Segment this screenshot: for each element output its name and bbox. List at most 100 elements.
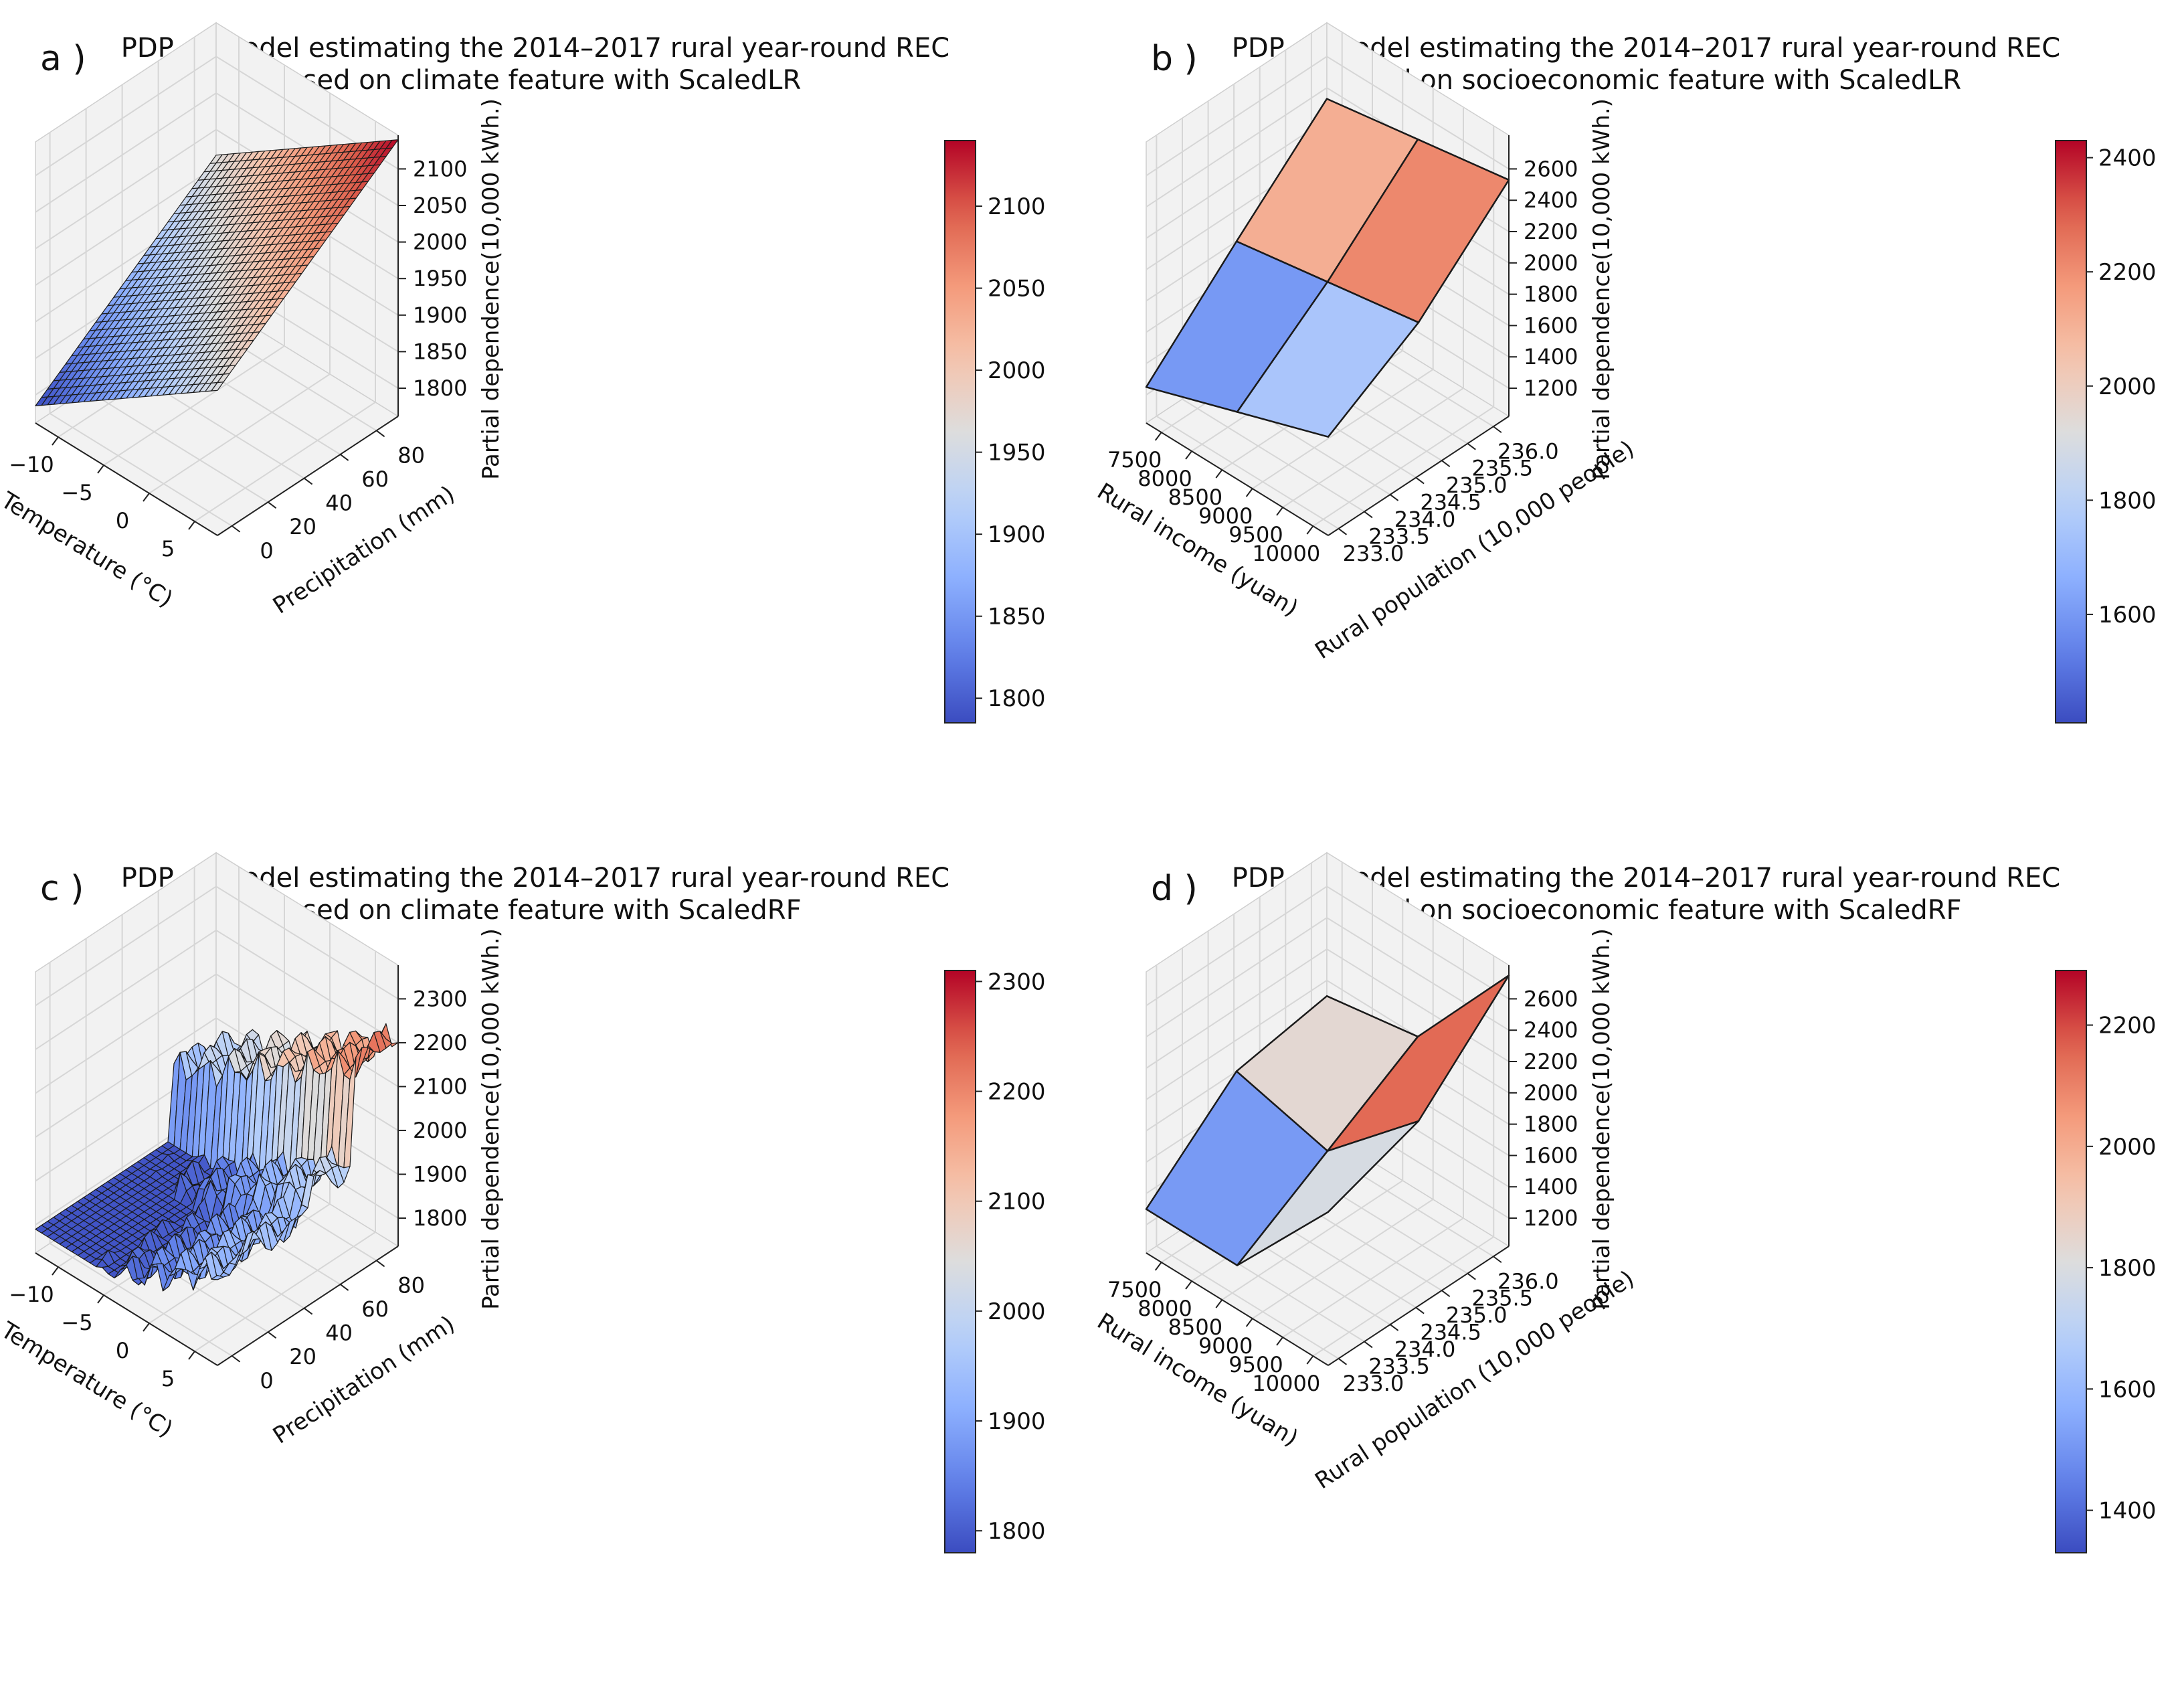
z-tick-label: 1900 bbox=[413, 303, 467, 328]
x-tick-label: 7500 bbox=[1107, 447, 1162, 473]
colorbar bbox=[944, 140, 976, 724]
x-tick-mark bbox=[143, 493, 150, 502]
gridline-z bbox=[1146, 885, 1510, 1007]
y-tick-label: 20 bbox=[289, 1344, 316, 1369]
x-tick-label: 10000 bbox=[1252, 541, 1320, 566]
surface bbox=[1145, 98, 1510, 438]
x-tick-mark bbox=[143, 1323, 150, 1332]
y-tick-label: 235.5 bbox=[1471, 1286, 1533, 1311]
gridline-z bbox=[35, 56, 399, 177]
x-tick-mark bbox=[1154, 1262, 1162, 1271]
x-tick-label: 8500 bbox=[1168, 485, 1222, 510]
z-tick-label: 2000 bbox=[1524, 1080, 1578, 1106]
x-tick-label: 9000 bbox=[1198, 503, 1253, 529]
x-tick-label: −10 bbox=[9, 452, 54, 477]
colorbar-tick-label: 1600 bbox=[2098, 602, 2157, 628]
y-tick-mark bbox=[340, 1284, 349, 1291]
y-tick-mark bbox=[1364, 1341, 1373, 1349]
y-tick-mark bbox=[1493, 426, 1502, 434]
z-tick-label: 1200 bbox=[1524, 375, 1578, 401]
colorbar-tick-label: 2000 bbox=[2098, 373, 2157, 400]
surface-patch bbox=[211, 1274, 224, 1280]
x-tick-label: 10000 bbox=[1252, 1371, 1320, 1396]
x-tick-label: 9500 bbox=[1228, 522, 1283, 547]
chart-panel-1: b ) PDP of model estimating the 2014–2017… bbox=[1093, 21, 2157, 724]
colorbar-tick-label: 1800 bbox=[988, 685, 1046, 712]
colorbar bbox=[2055, 970, 2087, 1553]
surface bbox=[1145, 975, 1510, 1266]
surface bbox=[35, 1023, 399, 1292]
y-tick-mark bbox=[375, 1260, 385, 1268]
gridline-x bbox=[1312, 956, 1495, 1357]
z-tick-label: 1850 bbox=[413, 339, 467, 364]
z-tick-label: 1800 bbox=[1524, 1112, 1578, 1137]
x-axis-line bbox=[35, 1252, 218, 1366]
x-axis-line bbox=[1146, 1252, 1329, 1366]
x-axis-label: Temperature (°C) bbox=[0, 487, 177, 613]
y-tick-mark bbox=[1364, 511, 1373, 519]
z-axis-label: Partial dependence(10,000 kWh.) bbox=[1588, 928, 1615, 1310]
x-tick-mark bbox=[52, 1266, 59, 1276]
y-tick-label: 236.0 bbox=[1497, 1268, 1559, 1294]
y-tick-mark bbox=[1415, 477, 1425, 485]
x-tick-label: −5 bbox=[61, 1310, 92, 1335]
x-tick-mark bbox=[1215, 469, 1223, 479]
colorbar-tick-label: 1900 bbox=[988, 1408, 1046, 1435]
surface-patch bbox=[1236, 1120, 1420, 1266]
colorbar-tick-label: 2000 bbox=[988, 357, 1046, 384]
y-tick-label: 235.0 bbox=[1446, 1302, 1508, 1328]
y-tick-label: 236.0 bbox=[1497, 438, 1559, 464]
y-tick-label: 233.5 bbox=[1368, 1353, 1430, 1379]
y-tick-label: 235.5 bbox=[1471, 456, 1533, 481]
gridline-x bbox=[1221, 900, 1404, 1300]
y-tick-label: 0 bbox=[260, 538, 273, 564]
surface-patch bbox=[211, 382, 224, 392]
z-tick-label: 2600 bbox=[1524, 156, 1578, 181]
z-tick-label: 1950 bbox=[413, 266, 467, 291]
y-tick-label: 80 bbox=[397, 1272, 425, 1298]
x-tick-mark bbox=[97, 1294, 104, 1304]
y-tick-mark bbox=[1415, 1306, 1425, 1315]
colorbar-tick-label: 2400 bbox=[2098, 145, 2157, 172]
y-tick-mark bbox=[340, 454, 349, 461]
chart-panel-3: d ) PDP of model estimating the 2014–2017… bbox=[1093, 851, 2157, 1553]
x-tick-mark bbox=[1306, 525, 1314, 535]
colorbar-tick-label: 1850 bbox=[988, 604, 1046, 630]
gridline-z bbox=[35, 885, 399, 1007]
x-tick-mark bbox=[1185, 1280, 1192, 1290]
z-tick-label: 2100 bbox=[413, 156, 467, 181]
z-tick-label: 2000 bbox=[413, 230, 467, 255]
z-tick-label: 2200 bbox=[413, 1030, 467, 1055]
y-tick-label: 234.5 bbox=[1420, 1320, 1481, 1345]
surface bbox=[35, 139, 399, 407]
x-tick-label: 8000 bbox=[1138, 1296, 1192, 1321]
x-tick-mark bbox=[1276, 1337, 1283, 1346]
y-axis-line bbox=[1328, 416, 1510, 536]
colorbar-tick-label: 2300 bbox=[988, 968, 1046, 995]
z-tick-label: 2200 bbox=[1524, 1049, 1578, 1074]
z-tick-label: 1200 bbox=[1524, 1205, 1578, 1231]
y-tick-label: 60 bbox=[361, 1296, 389, 1322]
z-tick-label: 2200 bbox=[1524, 219, 1578, 244]
panel-label: a ) bbox=[40, 39, 86, 79]
colorbar-tick-label: 1800 bbox=[988, 1518, 1046, 1545]
z-axis-label: Partial dependence(10,000 kWh.) bbox=[1588, 98, 1615, 480]
chart-panel-2: c ) PDP of model estimating the 2014–2017… bbox=[0, 851, 1046, 1553]
y-tick-label: 234.0 bbox=[1394, 507, 1456, 532]
y-tick-label: 234.5 bbox=[1420, 490, 1481, 515]
x-tick-mark bbox=[1245, 488, 1253, 497]
y-axis-label: Precipitation (mm) bbox=[268, 481, 460, 619]
x-tick-mark bbox=[1245, 1318, 1253, 1327]
x-tick-label: 5 bbox=[161, 1366, 175, 1391]
gridline-z bbox=[1146, 56, 1510, 177]
y-tick-label: 234.0 bbox=[1394, 1337, 1456, 1362]
colorbar-tick-label: 1400 bbox=[2098, 1498, 2157, 1525]
y-tick-mark bbox=[304, 477, 313, 485]
y-tick-mark bbox=[268, 501, 277, 509]
colorbar-tick-label: 2000 bbox=[988, 1298, 1046, 1325]
z-axis-label: Partial dependence(10,000 kWh.) bbox=[478, 928, 505, 1310]
x-tick-label: 8500 bbox=[1168, 1315, 1222, 1340]
x-tick-label: 7500 bbox=[1107, 1277, 1162, 1302]
colorbar bbox=[944, 970, 976, 1553]
